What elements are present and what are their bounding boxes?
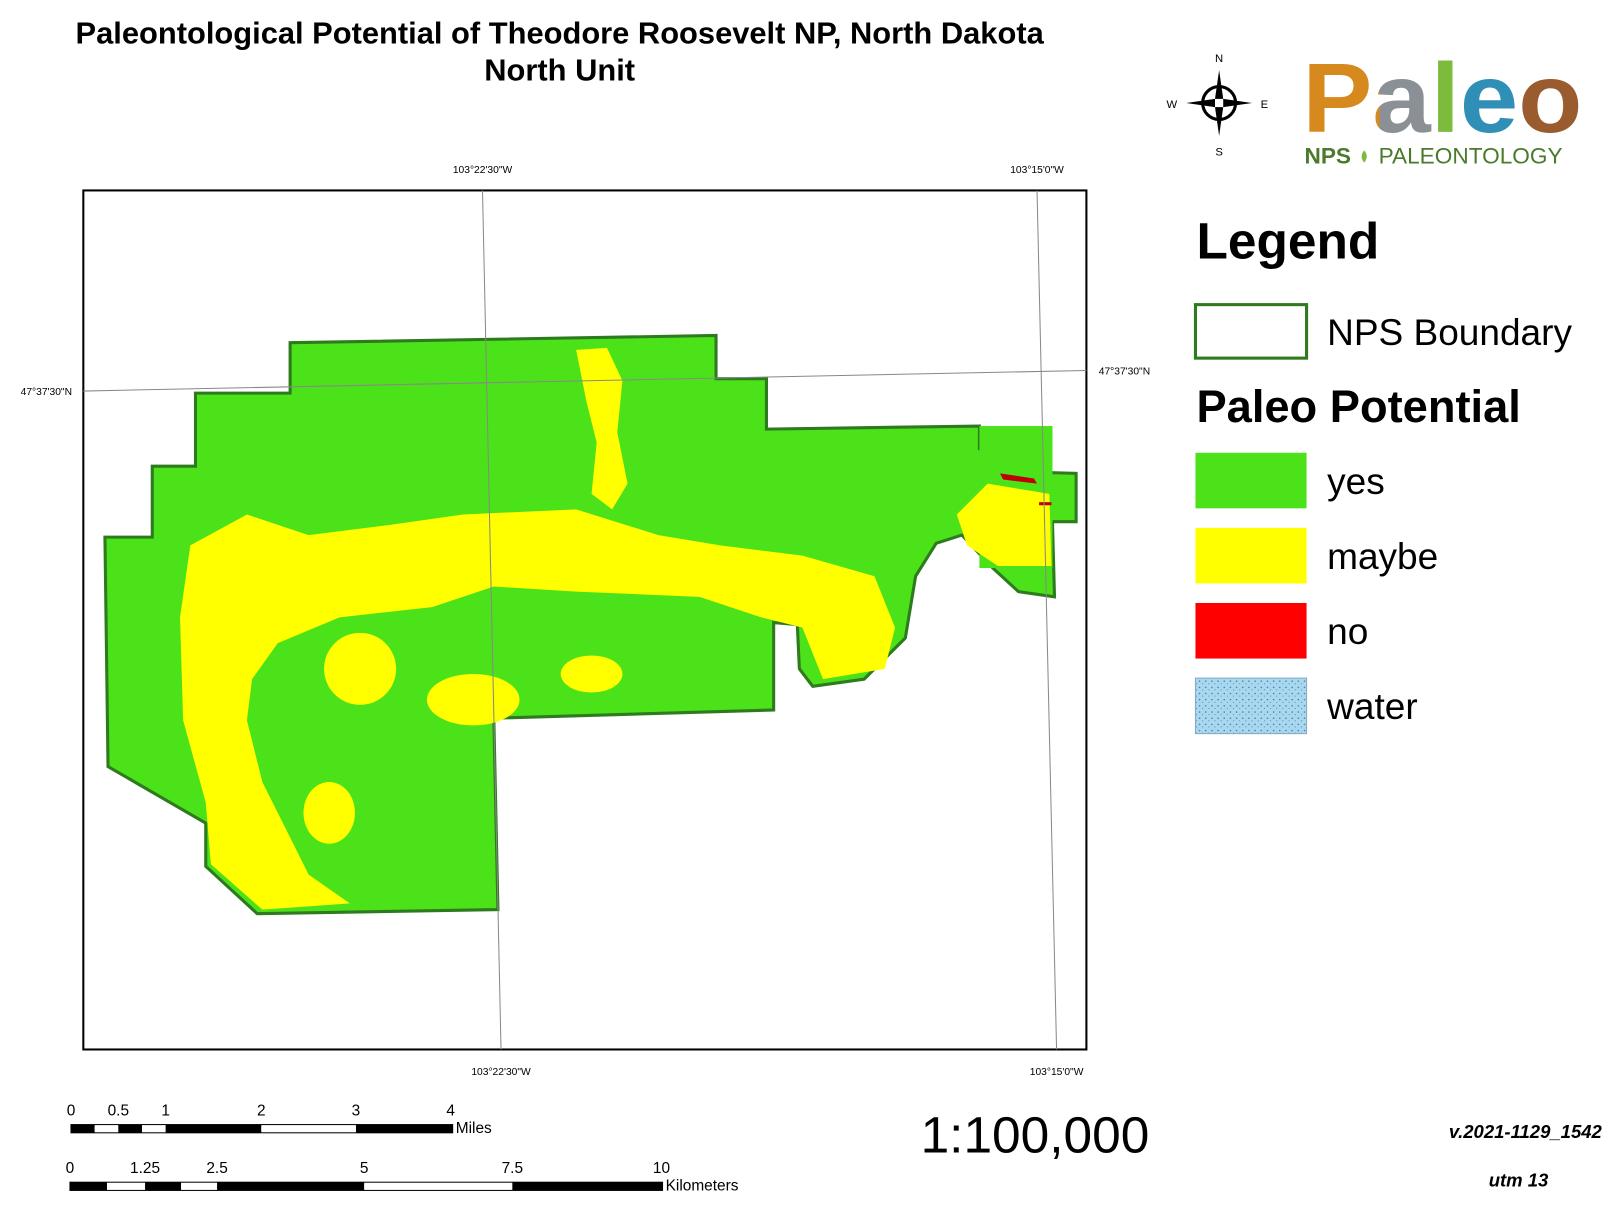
graticule-label: 103°22'30"W bbox=[471, 1067, 531, 1078]
scale-bar-label: 0 bbox=[67, 1102, 76, 1119]
maybe-area bbox=[560, 655, 623, 693]
compass: N S W E bbox=[1166, 53, 1268, 159]
scale-bar-label: 0 bbox=[66, 1160, 75, 1177]
scale-bar-label: 10 bbox=[653, 1160, 670, 1177]
scale-bar-unit: Kilometers bbox=[666, 1177, 739, 1194]
maybe-area bbox=[956, 483, 1052, 566]
scale-bar-segment bbox=[94, 1126, 119, 1131]
legend: Legend NPS Boundary Paleo Potential yes … bbox=[1193, 211, 1572, 735]
compass-n: N bbox=[1215, 53, 1223, 65]
compass-s: S bbox=[1215, 146, 1223, 158]
maybe-area bbox=[324, 632, 397, 705]
maybe-area bbox=[180, 509, 896, 910]
scale-bar-segment bbox=[165, 1124, 262, 1133]
scale-bar-label: 1 bbox=[161, 1102, 170, 1119]
scale-bar-segment bbox=[70, 1124, 95, 1133]
scale-bar-segment bbox=[145, 1182, 182, 1191]
maybe-area bbox=[576, 347, 628, 510]
logo-word: Paleo bbox=[1302, 43, 1582, 153]
legend-title: Legend bbox=[1196, 211, 1379, 269]
legend-swatch bbox=[1195, 452, 1307, 509]
legend-label: no bbox=[1327, 610, 1368, 652]
scale-bar-unit: Miles bbox=[456, 1120, 492, 1137]
legend-label: NPS Boundary bbox=[1327, 311, 1572, 353]
projection: utm 13 bbox=[1489, 1169, 1549, 1190]
scale-bar-segment bbox=[181, 1184, 218, 1189]
scale-bar-label: 3 bbox=[352, 1102, 361, 1119]
legend-group: Paleo Potential bbox=[1196, 381, 1520, 432]
legend-label: yes bbox=[1327, 460, 1385, 502]
graticule-label: 47°37'30"N bbox=[21, 387, 72, 398]
legend-swatch bbox=[1195, 527, 1307, 584]
no-area bbox=[1039, 502, 1052, 506]
scale-bar-label: 5 bbox=[360, 1160, 369, 1177]
scale-ratio: 1:100,000 bbox=[921, 1105, 1150, 1163]
no-area bbox=[999, 473, 1038, 484]
scale-bar-segment bbox=[355, 1124, 453, 1133]
scale-bar-label: 7.5 bbox=[502, 1160, 523, 1177]
scale-bar-segment bbox=[69, 1182, 107, 1191]
scale-bar-segment bbox=[141, 1126, 166, 1131]
graticule-label: 103°22'30"W bbox=[453, 165, 513, 176]
compass-w: W bbox=[1166, 99, 1177, 111]
scale-bar-segment bbox=[106, 1184, 146, 1189]
scale-bar-segment bbox=[118, 1124, 142, 1133]
scale-bar-segment bbox=[217, 1182, 365, 1191]
scale-bar-label: 2 bbox=[257, 1102, 266, 1119]
legend-swatch bbox=[1195, 602, 1307, 659]
maybe-area bbox=[303, 781, 355, 844]
compass-e: E bbox=[1261, 99, 1269, 111]
logo: Paleo NPS PALEONTOLOGY bbox=[1302, 43, 1582, 169]
scale-bar-label: 1.25 bbox=[130, 1160, 160, 1177]
legend-label: water bbox=[1326, 685, 1418, 727]
legend-label: maybe bbox=[1327, 535, 1438, 577]
graticule-label: 103°15'0"W bbox=[1010, 165, 1064, 176]
scale-bar-segment bbox=[364, 1184, 513, 1189]
logo-sub: PALEONTOLOGY bbox=[1379, 144, 1563, 169]
scale-bar-label: 0.5 bbox=[108, 1102, 129, 1119]
legend-swatch bbox=[1194, 677, 1308, 735]
map bbox=[83, 190, 1087, 1050]
graticule-line bbox=[83, 369, 1087, 392]
title: Paleontological Potential of Theodore Ro… bbox=[76, 15, 1045, 50]
maybe-area bbox=[426, 673, 520, 726]
legend-swatch bbox=[1193, 303, 1309, 360]
park-boundary bbox=[103, 333, 1078, 916]
graticule-line bbox=[1036, 190, 1058, 1050]
subtitle: North Unit bbox=[484, 52, 635, 87]
graticule-label: 103°15'0"W bbox=[1030, 1067, 1084, 1078]
logo-org: NPS bbox=[1305, 144, 1352, 169]
scale-bar-label: 2.5 bbox=[206, 1160, 227, 1177]
graticule-label: 47°37'30"N bbox=[1099, 367, 1150, 378]
scale-bar-label: 4 bbox=[446, 1102, 455, 1119]
graticule-line bbox=[481, 190, 502, 1050]
version: v.2021-1129_1542 bbox=[1449, 1121, 1603, 1142]
scale-bar-segment bbox=[512, 1182, 663, 1191]
scale-bar-segment bbox=[261, 1126, 356, 1131]
